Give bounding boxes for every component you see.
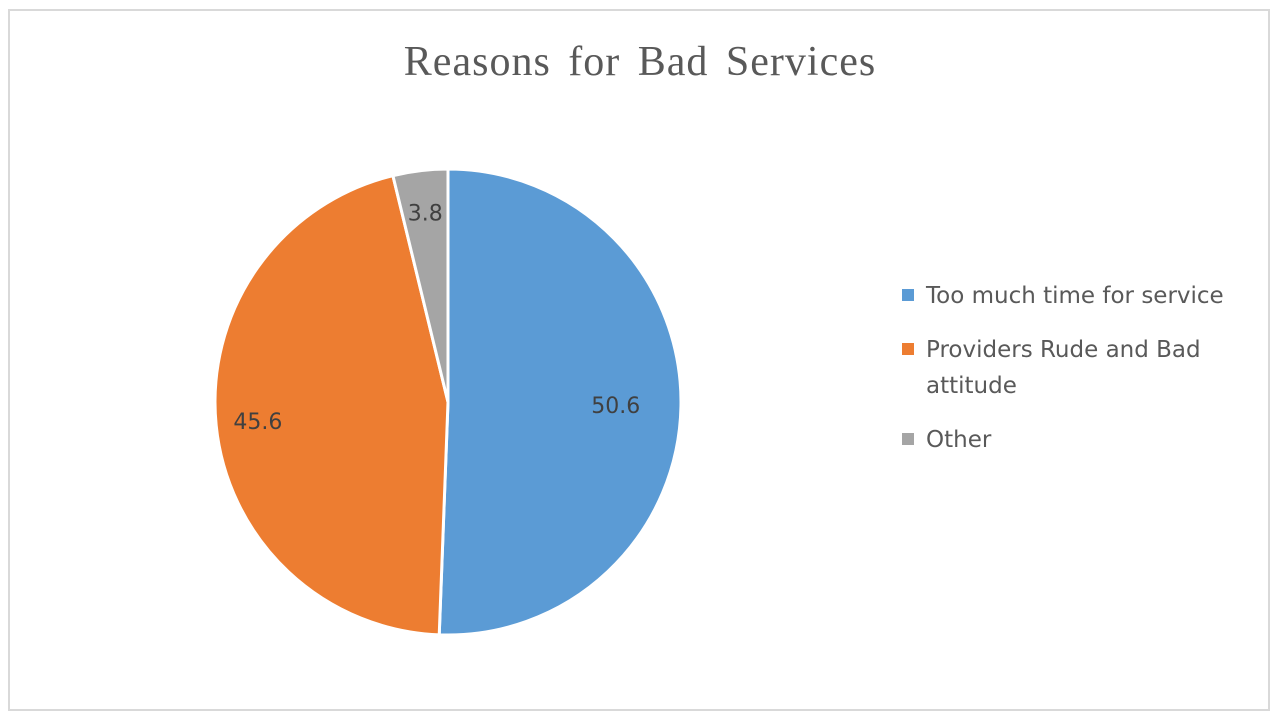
legend-swatch: [902, 433, 914, 445]
data-label-providers-rude: 45.6: [233, 410, 282, 435]
legend-label: Too much time for service: [926, 283, 1224, 309]
legend-item-providers-rude: Providers Rude and Bad attitude: [902, 332, 1242, 404]
pie-slice-too-much-time: [437, 167, 683, 637]
legend-swatch: [902, 343, 914, 355]
legend-label: Other: [926, 427, 992, 453]
legend-item-too-much-time: Too much time for service: [902, 278, 1242, 314]
legend: Too much time for service Providers Rude…: [902, 278, 1242, 476]
chart-title: Reasons for Bad Services: [403, 39, 877, 85]
pie-slice-providers-rude: [213, 174, 450, 637]
legend-label: Providers Rude and Bad attitude: [926, 337, 1201, 399]
legend-item-other: Other: [902, 422, 1242, 458]
pie-slice-other: [391, 167, 450, 404]
legend-swatch: [902, 289, 914, 301]
data-label-too-much-time: 50.6: [591, 394, 640, 419]
data-label-other: 3.8: [408, 201, 443, 226]
